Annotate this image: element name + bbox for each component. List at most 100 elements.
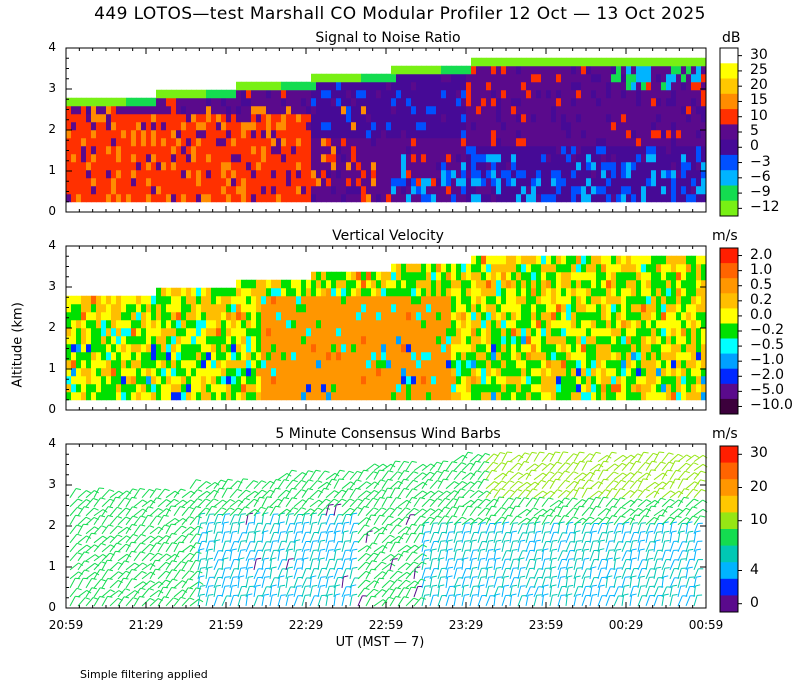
heat-cell — [531, 311, 537, 321]
wind-barb-flag — [239, 521, 245, 524]
heat-cell — [596, 359, 602, 369]
heat-cell — [356, 73, 362, 83]
heat-cell — [351, 311, 357, 321]
heat-cell — [676, 129, 682, 139]
heat-cell — [356, 153, 362, 163]
heat-cell — [286, 303, 292, 313]
wind-barb — [317, 586, 321, 598]
heat-cell — [471, 145, 477, 155]
heat-cell — [161, 145, 167, 155]
wind-barb-flag — [134, 590, 140, 594]
heat-cell — [626, 105, 632, 115]
heat-cell — [576, 375, 582, 385]
heat-cell — [236, 367, 242, 377]
heat-cell — [601, 343, 607, 353]
heat-cell — [81, 375, 87, 385]
heat-cell — [541, 279, 547, 289]
heat-cell — [441, 375, 447, 385]
heat-cell — [606, 263, 612, 273]
heat-cell — [66, 359, 72, 369]
heat-cell — [601, 57, 607, 67]
heat-cell — [581, 65, 587, 75]
heat-cell — [181, 351, 187, 361]
wind-barb — [157, 561, 167, 571]
wind-barb-flag — [198, 581, 204, 585]
heat-cell — [626, 57, 632, 67]
heat-cell — [336, 169, 342, 179]
wind-barb-flag — [215, 539, 221, 542]
heat-cell — [391, 161, 397, 171]
wind-barb — [253, 595, 259, 607]
heat-cell — [696, 263, 702, 273]
heat-cell — [226, 137, 232, 147]
heat-cell — [481, 295, 487, 305]
heat-cell — [571, 303, 577, 313]
wind-barb — [205, 522, 210, 534]
heat-cell — [666, 255, 672, 265]
wind-barb-flag — [293, 507, 299, 510]
heat-cell — [611, 383, 617, 393]
heat-cell — [631, 89, 637, 99]
heat-cell — [91, 391, 97, 401]
wind-barb-flag — [200, 558, 206, 560]
heat-cell — [381, 311, 387, 321]
heat-cell — [86, 351, 92, 361]
heat-cell — [296, 383, 302, 393]
heat-cell — [246, 177, 252, 187]
heat-cell — [341, 177, 347, 187]
heat-cell — [171, 295, 177, 305]
heat-cell — [261, 311, 267, 321]
wind-barb-flag — [239, 557, 245, 560]
heat-cell — [336, 367, 342, 377]
heat-cell — [201, 335, 207, 345]
heat-cell — [266, 343, 272, 353]
wind-barb-flag — [140, 542, 146, 545]
heat-cell — [116, 367, 122, 377]
heat-cell — [71, 327, 77, 337]
heat-cell — [531, 161, 537, 171]
heat-cell — [486, 327, 492, 337]
heat-cell — [111, 367, 117, 377]
wind-barb — [93, 579, 102, 589]
heat-cell — [426, 367, 432, 377]
heat-cell — [271, 121, 277, 131]
heat-cell — [521, 311, 527, 321]
heat-cell — [236, 185, 242, 195]
heat-cell — [566, 279, 572, 289]
heat-cell — [571, 89, 577, 99]
heat-cell — [536, 97, 542, 107]
heat-cell — [621, 113, 627, 123]
heat-cell — [696, 177, 702, 187]
heat-cell — [246, 319, 252, 329]
heat-cell — [586, 391, 592, 401]
heat-cell — [251, 351, 257, 361]
heat-cell — [386, 287, 392, 297]
wind-barb — [69, 596, 76, 607]
heat-cell — [196, 129, 202, 139]
heat-cell — [546, 367, 552, 377]
heat-cell — [141, 129, 147, 139]
wind-barb-flag — [109, 489, 115, 492]
heat-cell — [91, 383, 97, 393]
heat-cell — [426, 177, 432, 187]
heat-cell — [616, 279, 622, 289]
heat-cell — [281, 113, 287, 123]
wind-barb — [189, 551, 198, 562]
wind-barb — [309, 522, 313, 534]
heat-cell — [471, 185, 477, 195]
heat-cell — [286, 121, 292, 131]
wind-barb — [245, 577, 249, 589]
heat-cell — [211, 89, 217, 99]
heat-cell — [141, 145, 147, 155]
heat-cell — [331, 383, 337, 393]
wind-barb-flag — [301, 479, 307, 483]
heat-cell — [511, 193, 517, 203]
heat-cell — [421, 113, 427, 123]
heat-cell — [221, 113, 227, 123]
heat-cell — [196, 383, 202, 393]
heat-cell — [381, 169, 387, 179]
heat-cell — [381, 319, 387, 329]
heat-cell — [686, 287, 692, 297]
heatmap-velocity — [66, 255, 707, 401]
heat-cell — [646, 177, 652, 187]
